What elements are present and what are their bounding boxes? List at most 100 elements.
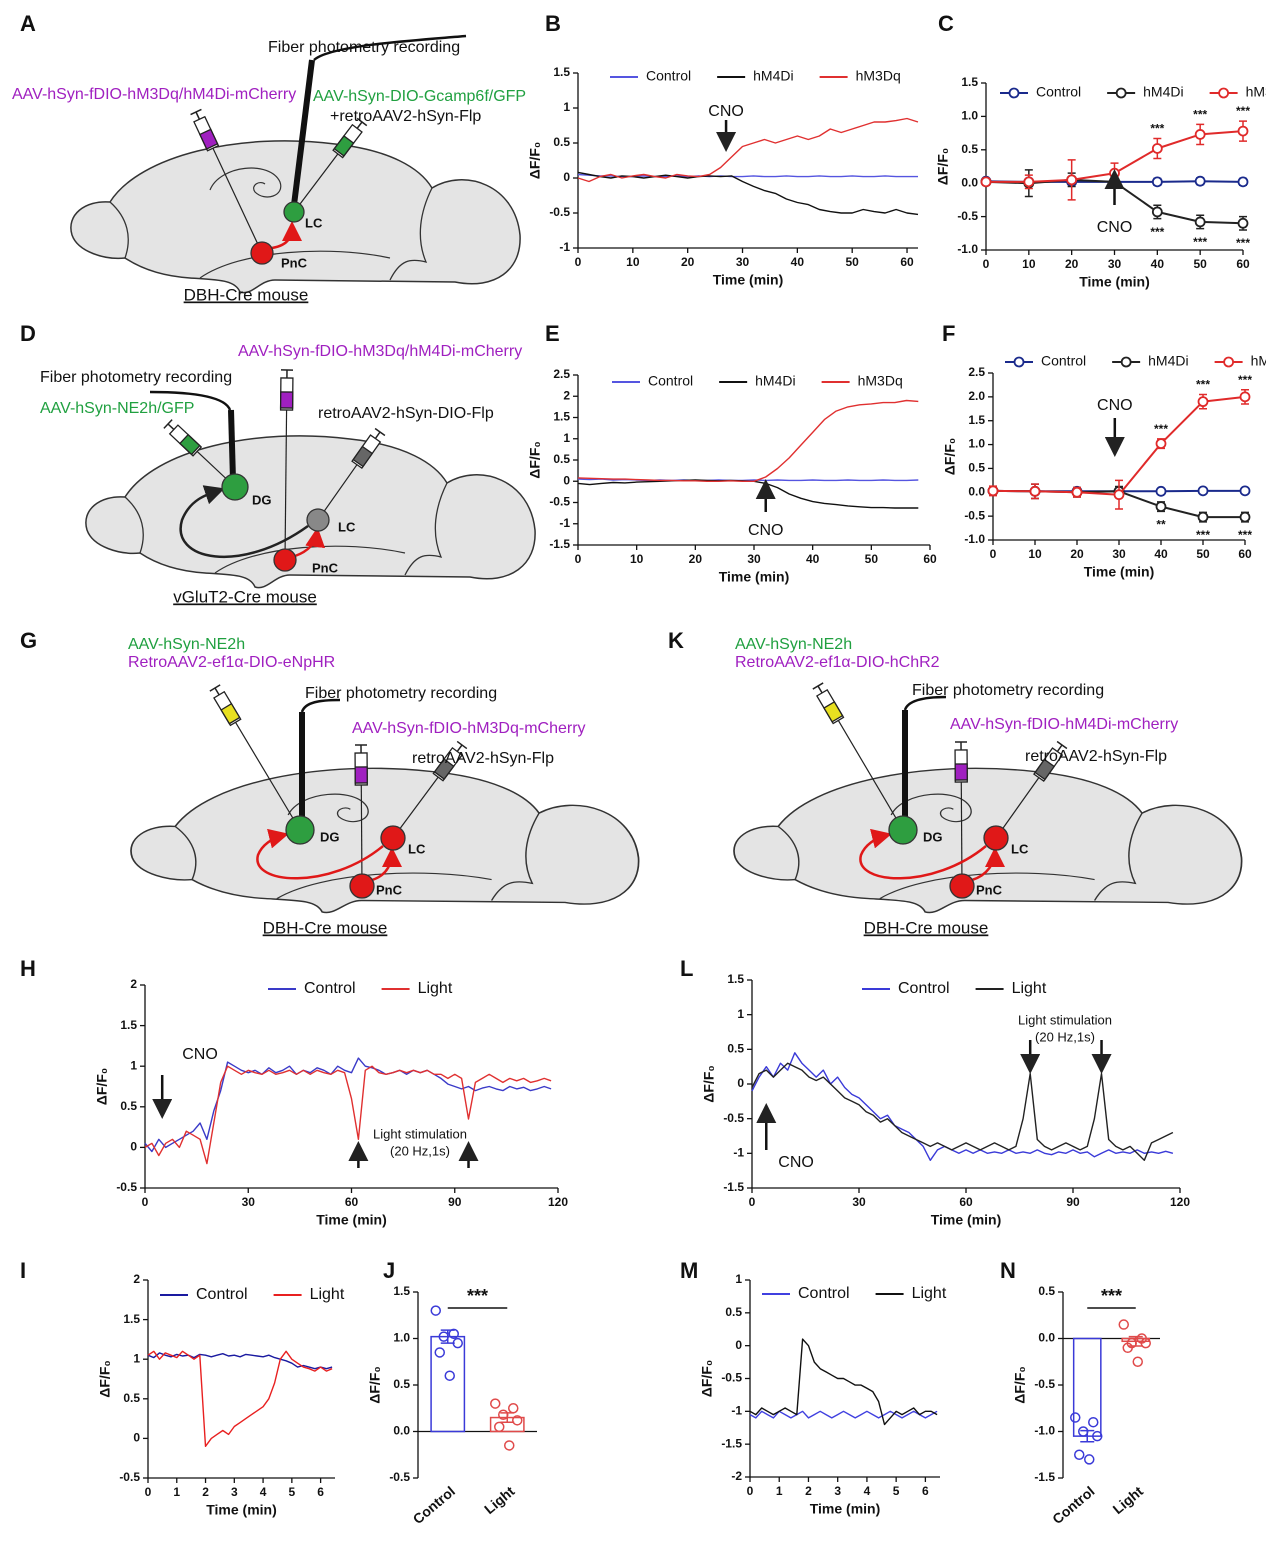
- hippocampus: [209, 167, 282, 198]
- y-tick-label: -1.0: [957, 242, 978, 256]
- y-tick-label: 1: [563, 431, 570, 445]
- diagram-label: AAV-hSyn-fDIO-hM4Di-mCherry: [950, 716, 1178, 733]
- syringe-virus: [279, 391, 294, 409]
- x-tick-label: Light: [1110, 1483, 1147, 1517]
- diagram-label: Fiber photometry recording: [268, 39, 460, 56]
- legend-label: Control: [304, 980, 356, 997]
- y-tick-label: -1.5: [549, 537, 570, 551]
- brain-region: [285, 815, 315, 845]
- data-point: [490, 1398, 501, 1409]
- y-tick-label: -1: [559, 240, 570, 254]
- x-tick-label: 50: [1196, 547, 1210, 561]
- series-line: [577, 479, 919, 509]
- projection-arrow: [859, 828, 987, 880]
- data-point: [1239, 485, 1251, 497]
- syringe-cap: [1056, 740, 1068, 750]
- x-tick-label: 30: [242, 1195, 256, 1209]
- data-point: [1155, 438, 1167, 450]
- data-point: [1237, 217, 1249, 229]
- needle: [837, 720, 904, 831]
- brain-region: [349, 873, 375, 899]
- y-tick-label: 1: [735, 1272, 742, 1286]
- syringe-rod: [167, 423, 175, 431]
- x-tick-label: 2: [202, 1485, 209, 1499]
- panel-letter: N: [1000, 1258, 1016, 1283]
- panel-letter: B: [545, 11, 561, 36]
- data-point: [1122, 1342, 1133, 1354]
- y-tick-label: 2: [563, 388, 570, 402]
- diagram-label: +retroAAV2-hSyn-Flp: [330, 108, 481, 125]
- data-point: [1239, 391, 1251, 403]
- brain-region: [221, 473, 249, 501]
- x-axis-label: Time (min): [810, 1501, 881, 1517]
- x-tick-label: 30: [1108, 257, 1122, 271]
- data-point: [1197, 511, 1209, 523]
- x-tick-label: 0: [983, 257, 990, 271]
- y-tick-label: 0.5: [968, 461, 985, 475]
- y-tick-label: 2.5: [553, 367, 570, 381]
- y-axis-label: ΔF/F₀: [1012, 1366, 1028, 1403]
- brain-line: [199, 250, 391, 279]
- legend-marker: [1008, 87, 1020, 99]
- brain-region: [273, 548, 297, 572]
- brain-line: [404, 482, 448, 576]
- x-tick-label: 60: [923, 552, 937, 566]
- y-tick-label: -1.5: [1034, 1470, 1055, 1484]
- y-tick-label: 1: [563, 100, 570, 114]
- panel-letter: H: [20, 956, 36, 981]
- brain-region: [949, 873, 975, 899]
- brain-line: [109, 201, 129, 259]
- x-tick-label: 6: [922, 1484, 929, 1498]
- region-label: DG: [320, 829, 340, 844]
- legend-marker: [1218, 87, 1230, 99]
- syringe-rod: [1056, 744, 1063, 752]
- diagram-label: retroAAV2-hSyn-Flp: [1025, 748, 1167, 765]
- diagram-label: AAV-hSyn-fDIO-hM3Dq/hM4Di-mCherry: [12, 86, 296, 103]
- x-tick-label: 30: [852, 1195, 866, 1209]
- x-tick-label: 20: [689, 552, 703, 566]
- region-label: PnC: [976, 882, 1003, 897]
- syringe-virus: [354, 766, 368, 784]
- legend-marker: [1115, 87, 1127, 99]
- x-tick-label: 20: [681, 255, 695, 269]
- x-tick-label: 90: [448, 1195, 462, 1209]
- x-axis-label: Time (min): [206, 1502, 277, 1518]
- diagram-label: AAV-hSyn-NE2h: [128, 636, 245, 653]
- syringe: [163, 419, 236, 488]
- legend-label: Light: [418, 980, 453, 997]
- brain-region: [983, 825, 1009, 851]
- panel-letter: G: [20, 628, 37, 653]
- region-label: PnC: [312, 560, 339, 575]
- syringe-rod: [356, 121, 363, 129]
- data-point: [1071, 486, 1083, 498]
- panel-letter: K: [668, 628, 684, 653]
- x-tick-label: 60: [959, 1195, 973, 1209]
- y-tick-label: 1.5: [968, 413, 985, 427]
- fiber-cable: [300, 698, 341, 713]
- data-point: [1118, 1319, 1129, 1330]
- syringe-cap: [374, 427, 386, 437]
- panel-letter: C: [938, 11, 954, 36]
- diagram-label: Fiber photometry recording: [305, 685, 497, 702]
- series-line: [577, 117, 919, 183]
- annotation: CNO: [748, 522, 784, 539]
- x-tick-label: 40: [791, 255, 805, 269]
- projection-arrow: [271, 221, 302, 250]
- data-point: [1113, 489, 1125, 501]
- y-tick-label: 1.5: [393, 1284, 410, 1298]
- x-tick-label: 1: [173, 1485, 180, 1499]
- legend-label: Control: [196, 1286, 248, 1303]
- x-tick-label: 0: [747, 1484, 754, 1498]
- data-point: [438, 1331, 449, 1342]
- legend-label: Light: [912, 1285, 947, 1302]
- y-tick-label: 0.5: [123, 1391, 140, 1405]
- y-tick-label: 0.5: [725, 1305, 742, 1319]
- x-tick-label: Light: [481, 1483, 518, 1517]
- brain-line: [214, 545, 406, 574]
- data-point: [1140, 1337, 1151, 1349]
- diagram-label: AAV-hSyn-fDIO-hM3Dq/hM4Di-mCherry: [238, 343, 522, 360]
- y-tick-label: -0.5: [1034, 1377, 1055, 1391]
- diagram-label: RetroAAV2-ef1α-DIO-eNpHR: [128, 654, 335, 671]
- data-point: [1194, 175, 1206, 187]
